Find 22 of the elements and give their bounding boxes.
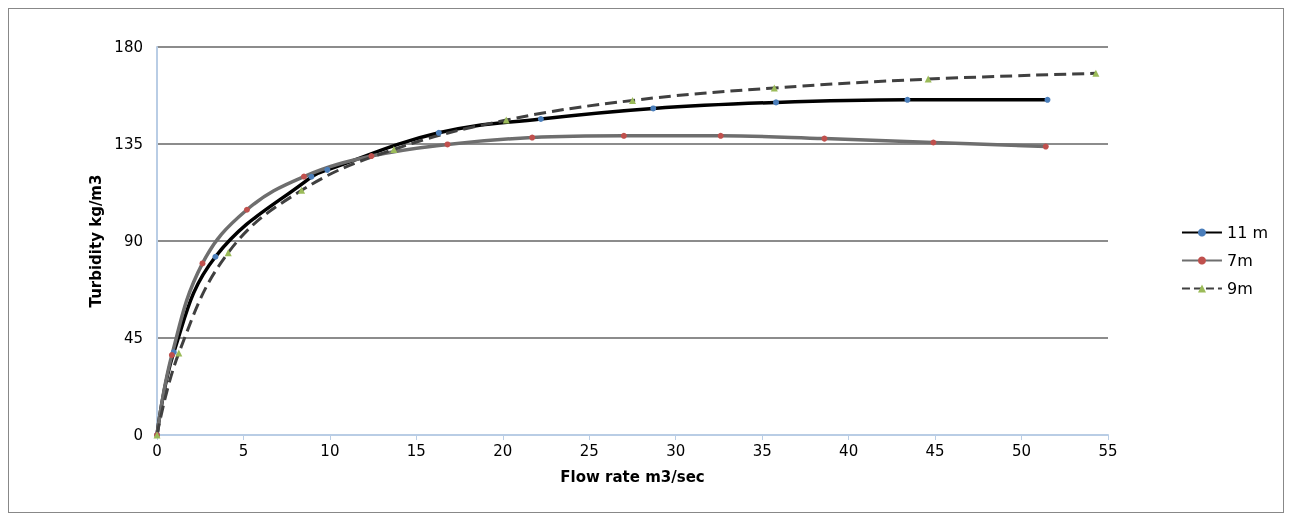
y-tick-label: 0 bbox=[133, 426, 143, 444]
x-tick-label: 10 bbox=[320, 441, 340, 460]
x-tick-label: 50 bbox=[1012, 441, 1032, 460]
legend-label: 11 m bbox=[1226, 223, 1268, 242]
y-tick-label: 90 bbox=[123, 232, 143, 250]
legend-label: 9m bbox=[1226, 279, 1253, 298]
x-tick-label: 20 bbox=[493, 441, 513, 460]
x-tick-label: 30 bbox=[666, 441, 686, 460]
x-tick-label: 25 bbox=[579, 441, 599, 460]
x-tick-label: 40 bbox=[839, 441, 859, 460]
y-axis-title: Turbidity kg/m3 bbox=[86, 174, 105, 308]
y-tick-label: 180 bbox=[114, 38, 143, 56]
x-tick-label: 55 bbox=[1098, 441, 1118, 460]
y-tick-label: 45 bbox=[123, 329, 143, 347]
x-tick-label: 5 bbox=[238, 441, 249, 460]
x-tick-label: 35 bbox=[752, 441, 772, 460]
x-tick-label: 45 bbox=[925, 441, 945, 460]
x-axis-title: Flow rate m3/sec bbox=[560, 467, 705, 486]
x-tick-label: 15 bbox=[406, 441, 426, 460]
legend-label: 7m bbox=[1226, 251, 1253, 270]
x-tick-label: 0 bbox=[152, 441, 162, 460]
y-tick-label: 135 bbox=[114, 135, 143, 153]
